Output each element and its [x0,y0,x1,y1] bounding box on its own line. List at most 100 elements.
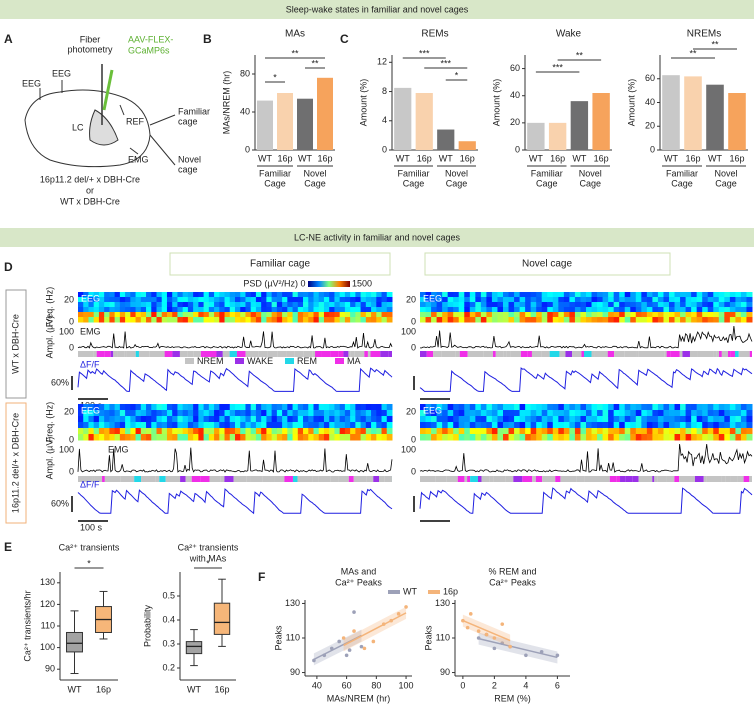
spectrogram-cell [323,404,330,411]
trace-label: EEG [423,405,442,415]
spectrogram-cell [344,292,351,298]
spectrogram-cell [475,416,482,423]
spectrogram-cell [696,292,703,298]
group-label: Cage [579,178,601,188]
significance-label: *** [419,48,430,58]
spectrogram-cell [140,307,147,313]
spectrogram-cell [702,302,709,308]
spectrogram-cell [536,428,543,435]
y-tick-label: 12 [377,57,387,67]
spectrogram-cell [746,434,753,441]
spectrogram-cell [574,297,581,303]
spectrogram-cell [146,312,152,318]
spectrogram-cell [125,297,131,303]
point [329,646,334,651]
spectrogram-cell [135,307,142,313]
hypnogram-segment [734,351,739,357]
spectrogram-cell [83,434,89,441]
spectrogram-cell [702,292,709,298]
spectrogram-cell [177,434,184,441]
spectrogram-cell [303,312,309,318]
spectrogram-cell [308,307,314,313]
spectrogram-cell [486,312,493,318]
spectrogram-cell [514,422,521,429]
spectrogram-cell [464,297,471,303]
spectrogram-cell [619,428,626,435]
legend-swatch [335,358,344,364]
spectrogram-cell [198,297,205,303]
spectrogram-cell [208,410,215,417]
spectrogram-cell [469,297,476,303]
annotation: AAV-FLEX- [128,34,173,44]
x-tick-label: 16p [96,684,111,694]
spectrogram-cell [469,292,476,298]
spectrogram-cell [156,434,163,441]
spectrogram-cell [130,302,137,308]
spectrogram-cell [420,422,427,429]
spectrogram-cell [530,422,537,429]
spectrogram-cell [104,307,110,313]
spectrogram-cell [250,312,257,318]
scale-label: 100 s [80,522,103,532]
spectrogram-cell [78,292,84,298]
spectrogram-cell [563,404,570,411]
spectrogram-cell [151,302,157,308]
hypnogram-segment [694,476,704,482]
point [484,632,489,637]
spectrogram-cell [214,416,220,423]
spectrogram-cell [464,292,471,298]
column-header-box [169,252,391,276]
hypnogram-segment [110,351,114,357]
spectrogram-cell [203,307,210,313]
spectrogram-cell [746,297,753,303]
spectrogram-cell [104,404,110,411]
hypnogram-segment [682,476,695,482]
spectrogram-cell [447,434,454,441]
hypnogram-segment [510,351,521,357]
spectrogram-cell [282,416,288,423]
y-tick-label: 100 [59,444,74,454]
hypnogram-segment [584,476,594,482]
spectrogram-cell [541,422,548,429]
hypnogram-segment [297,476,313,482]
spectrogram-cell [696,428,703,435]
spectrogram-cell [674,434,681,441]
hypnogram-segment [117,351,125,357]
spectrogram-cell [696,317,703,323]
box [185,641,203,655]
spectrogram-cell [525,410,532,417]
spectrogram-cell [491,434,498,441]
spectrogram-cell [271,416,278,423]
spectrogram-cell [130,410,137,417]
y-tick-label: 0 [69,342,74,352]
spectrogram-cell [447,428,454,435]
hypnogram-segment [730,476,738,482]
hypnogram-segment [141,476,156,482]
emg-trace [419,325,753,349]
spectrogram-cell [329,410,335,417]
spectrogram-cell [219,302,226,308]
spectrogram-cell [425,312,432,318]
spectrogram-cell [119,416,126,423]
spectrogram-cell [425,410,432,417]
hypnogram-segment [338,476,349,482]
spectrogram-cell [624,312,631,318]
spectrogram-cell [420,416,427,423]
spectrogram-cell [718,317,725,323]
spectrogram-cell [98,422,105,429]
spectrogram-cell [680,312,687,318]
spectrogram-cell [93,292,100,298]
spectrogram-cell [574,428,581,435]
hypnogram-segment [624,351,637,357]
x-tick-label: 16p [729,153,744,163]
spectrogram-cell [469,312,476,318]
spectrogram-cell [308,404,314,411]
spectrogram-cell [146,297,152,303]
spectrogram-cell [541,292,548,298]
spectrogram-cell [431,292,438,298]
spectrogram-cell [193,307,199,313]
y-tick-label: 0.5 [162,590,175,600]
spectrogram-cell [420,317,427,323]
spectrogram-cell [297,422,304,429]
